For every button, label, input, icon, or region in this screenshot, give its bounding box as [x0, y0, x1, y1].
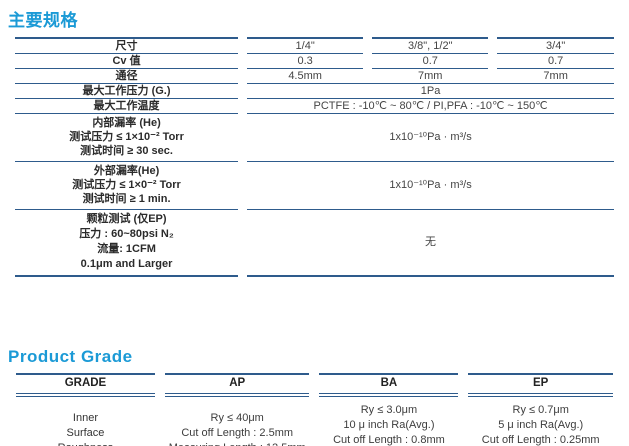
row-value: 无: [247, 209, 614, 277]
column-header-ep: EP: [468, 373, 613, 394]
grade-table: GRADE AP BA EP Inner Surface Roughness R…: [6, 371, 623, 446]
roughness-ep: Ry ≤ 0.7μm 5 μ inch Ra(Avg.) Cut off Len…: [468, 396, 613, 446]
spec-row-size: 尺寸 1/4" 3/8", 1/2" 3/4": [15, 37, 614, 53]
row-label: 通径: [15, 68, 239, 83]
row-value: 0.7: [372, 53, 489, 68]
row-label: 外部漏率(He) 测试压力 ≤ 1×0⁻² Torr 测试时间 ≥ 1 min.: [15, 161, 239, 209]
row-value: 7mm: [372, 68, 489, 83]
row-value: 1x10⁻¹⁰Pa · m³/s: [247, 161, 614, 209]
column-header-grade: GRADE: [16, 373, 155, 394]
row-value: 1/4": [247, 37, 364, 53]
spec-row-cv: Cv 值 0.3 0.7 0.7: [15, 53, 614, 68]
row-value: 1Pa: [247, 83, 614, 98]
row-label: 尺寸: [15, 37, 239, 53]
row-value: PCTFE : -10℃ ~ 80℃ / PI,PFA : -10℃ ~ 150…: [247, 98, 614, 113]
grade-section-title: Product Grade: [8, 347, 133, 366]
row-value: 0.7: [497, 53, 614, 68]
spec-row-internal-leak: 内部漏率 (He) 测试压力 ≤ 1×10⁻² Torr 测试时间 ≥ 30 s…: [15, 113, 614, 161]
row-value: 3/8", 1/2": [372, 37, 489, 53]
spec-row-max-temperature: 最大工作温度 PCTFE : -10℃ ~ 80℃ / PI,PFA : -10…: [15, 98, 614, 113]
row-value: 4.5mm: [247, 68, 364, 83]
row-label: Inner Surface Roughness: [16, 396, 155, 446]
spec-table: 尺寸 1/4" 3/8", 1/2" 3/4" Cv 值 0.3 0.7 0.7…: [6, 37, 623, 277]
row-label: 最大工作温度: [15, 98, 239, 113]
grade-row-roughness: Inner Surface Roughness Ry ≤ 40μm Cut of…: [16, 396, 613, 446]
section-gap: [6, 277, 623, 347]
row-value: 1x10⁻¹⁰Pa · m³/s: [247, 113, 614, 161]
grade-header-row: GRADE AP BA EP: [16, 373, 613, 394]
row-label: 颗粒测试 (仅EP) 压力 : 60~80psi N₂ 流量: 1CFM 0.1…: [15, 209, 239, 277]
spec-row-particle-test: 颗粒测试 (仅EP) 压力 : 60~80psi N₂ 流量: 1CFM 0.1…: [15, 209, 614, 277]
spec-row-max-pressure: 最大工作压力 (G.) 1Pa: [15, 83, 614, 98]
roughness-ba: Ry ≤ 3.0μm 10 μ inch Ra(Avg.) Cut off Le…: [319, 396, 459, 446]
spec-section-title: 主要规格: [8, 11, 78, 30]
roughness-ap: Ry ≤ 40μm Cut off Length : 2.5mm Measuri…: [164, 396, 310, 446]
row-label: 最大工作压力 (G.): [15, 83, 239, 98]
spec-row-bore: 通径 4.5mm 7mm 7mm: [15, 68, 614, 83]
row-label: 内部漏率 (He) 测试压力 ≤ 1×10⁻² Torr 测试时间 ≥ 30 s…: [15, 113, 239, 161]
row-value: 7mm: [497, 68, 614, 83]
spec-row-external-leak: 外部漏率(He) 测试压力 ≤ 1×0⁻² Torr 测试时间 ≥ 1 min.…: [15, 161, 614, 209]
row-value: 3/4": [497, 37, 614, 53]
column-header-ap: AP: [164, 373, 310, 394]
row-label: Cv 值: [15, 53, 239, 68]
column-header-ba: BA: [319, 373, 459, 394]
row-value: 0.3: [247, 53, 364, 68]
